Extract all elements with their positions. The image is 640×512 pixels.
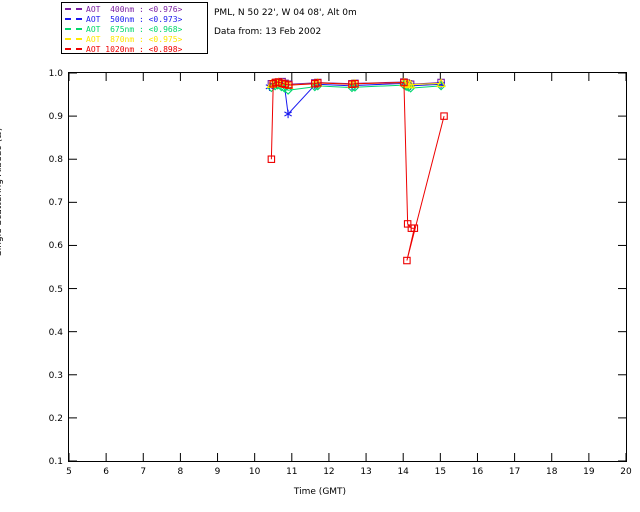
data-point-marker — [440, 112, 448, 120]
series-line — [270, 81, 445, 261]
data-point-marker — [351, 80, 359, 88]
x-tick-label: 16 — [471, 467, 484, 477]
data-point-marker — [400, 78, 408, 87]
y-tick-label: 0.9 — [48, 112, 63, 123]
y-axis-label: Single Scattering Albedo (ω) — [0, 127, 4, 256]
x-tick-label: 6 — [103, 467, 109, 477]
legend-item-400nm: AOT 400nm : <0.976> — [62, 4, 207, 14]
y-tick-label: 0.3 — [48, 370, 63, 381]
legend-line-swatch-icon — [65, 18, 82, 20]
x-tick-label: 5 — [66, 467, 72, 477]
x-tick-label: 14 — [397, 467, 409, 477]
legend-item-500nm: AOT 500nm : <0.973> — [62, 14, 207, 24]
site-location-line: PML, N 50 22', W 04 08', Alt 0m — [214, 8, 357, 18]
data-point-marker — [284, 111, 293, 117]
y-tick-label: 0.4 — [48, 327, 63, 338]
data-point-marker — [283, 85, 293, 95]
series-aot-1020nm — [267, 78, 448, 265]
data-date-line: Data from: 13 Feb 2002 — [214, 27, 322, 37]
legend-item-label: AOT 870nm : <0.975> — [86, 34, 183, 44]
header-text-block: PML, N 50 22', W 04 08', Alt 0m Data fro… — [214, 4, 494, 42]
legend-item-label: AOT 500nm : <0.973> — [86, 14, 183, 24]
legend-line-swatch-icon — [65, 38, 82, 40]
legend-line-swatch-icon — [65, 8, 82, 10]
legend-line-swatch-icon — [65, 28, 82, 30]
legend-item-label: AOT 675nm : <0.968> — [86, 24, 183, 34]
data-point-marker — [405, 79, 416, 89]
x-axis-label: Time (GMT) — [293, 487, 347, 497]
x-tick-label: 19 — [583, 467, 595, 477]
data-point-marker — [314, 79, 322, 87]
legend-line-swatch-icon — [65, 48, 82, 50]
y-tick-label: 0.1 — [48, 457, 63, 467]
y-tick-label: 0.7 — [48, 198, 63, 209]
data-point-marker — [269, 80, 277, 88]
legend-item-label: AOT 400nm : <0.976> — [86, 4, 183, 14]
x-tick-label: 8 — [177, 467, 184, 477]
x-tick-label: 9 — [214, 467, 221, 477]
data-point-marker — [347, 83, 357, 93]
data-point-marker — [410, 224, 419, 232]
x-tick-label: 20 — [620, 467, 632, 477]
y-tick-label: 0.2 — [48, 413, 63, 424]
data-point-marker — [285, 81, 293, 89]
y-tick-label: 0.8 — [48, 155, 63, 166]
legend-item-675nm: AOT 675nm : <0.968> — [62, 24, 207, 34]
x-tick-label: 13 — [360, 467, 372, 477]
chart-canvas — [69, 73, 626, 461]
y-tick-label: 0.6 — [48, 241, 63, 252]
legend-box: AOT 400nm : <0.976> AOT 500nm : <0.973> AO… — [61, 2, 208, 54]
y-tick-label: 0.5 — [48, 284, 63, 295]
x-tick-label: 17 — [508, 467, 521, 477]
legend-item-1020nm: AOT 1020nm : <0.898> — [62, 44, 207, 54]
plot-area: 0.1 0.2 0.3 0.4 0.5 0.6 0.7 0.8 0.9 1.0 5 6 7 8 9 10 11 1… — [49, 69, 632, 477]
x-tick-label: 18 — [545, 467, 558, 477]
legend-item-870nm: AOT 870nm : <0.975> — [62, 34, 207, 44]
data-point-marker — [436, 78, 446, 88]
x-tick-label: 11 — [286, 467, 298, 477]
legend-item-label: AOT 1020nm : <0.898> — [86, 44, 183, 54]
y-tick-label: 1.0 — [48, 69, 63, 79]
data-point-marker — [403, 256, 411, 265]
x-tick-label: 7 — [140, 467, 147, 477]
data-point-marker — [350, 82, 360, 92]
x-tick-label: 15 — [434, 467, 447, 477]
data-point-marker — [267, 155, 276, 163]
x-tick-label: 10 — [248, 467, 261, 477]
x-tick-label: 12 — [323, 467, 335, 477]
